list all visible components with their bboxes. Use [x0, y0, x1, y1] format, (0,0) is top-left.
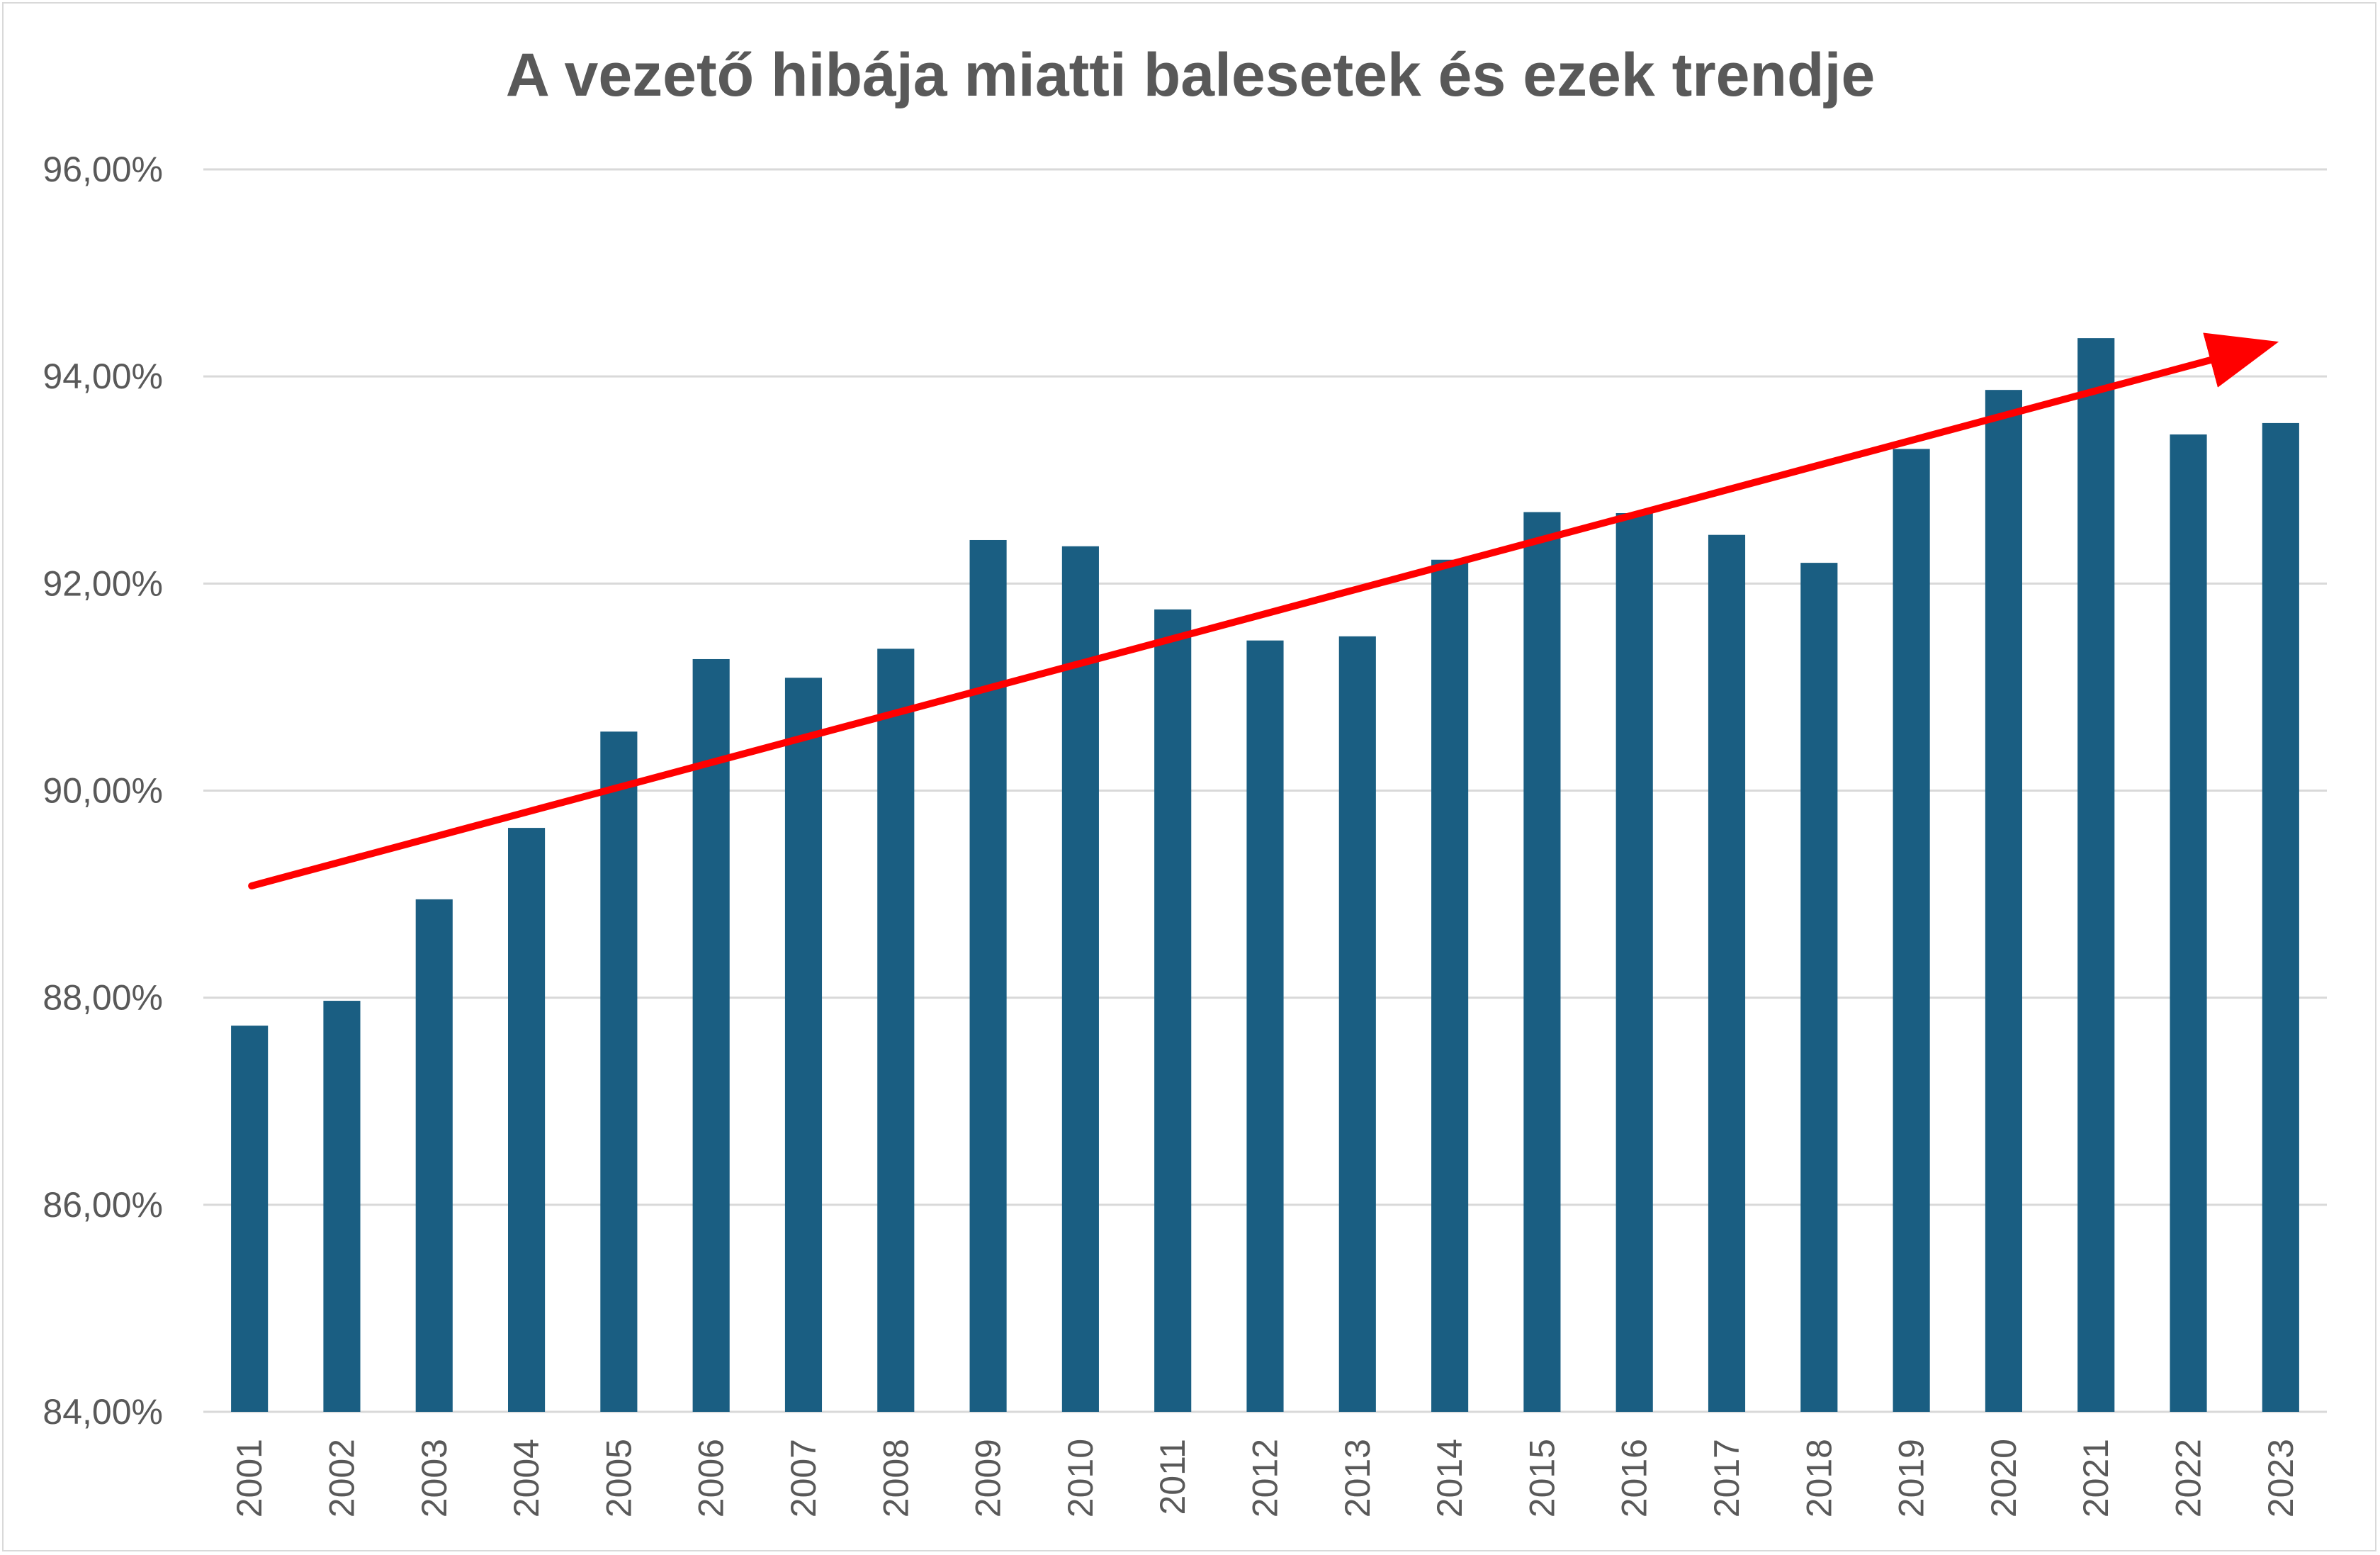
bar-2008: [877, 649, 915, 1412]
bar-2015: [1523, 512, 1561, 1412]
y-tick-label: 92,00%: [43, 563, 163, 603]
bar-2018: [1800, 563, 1838, 1412]
trend-arrow: [248, 332, 2279, 889]
x-tick-label: 2001: [230, 1439, 269, 1517]
bars: [231, 338, 2299, 1413]
x-tick-label: 2013: [1338, 1439, 1377, 1517]
bar-2006: [692, 658, 730, 1413]
y-tick-label: 88,00%: [43, 978, 163, 1018]
bar-2022: [2170, 434, 2207, 1412]
x-tick-label: 2021: [2076, 1439, 2116, 1517]
x-tick-label: 2005: [599, 1439, 638, 1517]
y-tick-label: 94,00%: [43, 357, 163, 396]
x-tick-label: 2017: [1707, 1439, 1747, 1517]
bar-2019: [1893, 449, 1930, 1412]
bar-2003: [415, 899, 453, 1412]
bar-2001: [231, 1026, 269, 1412]
bar-2007: [784, 678, 823, 1412]
x-tick-label: 2012: [1246, 1439, 1285, 1517]
x-tick-label: 2023: [2261, 1439, 2301, 1517]
y-axis-tick-labels: 84,00% 86,00% 88,00% 90,00% 92,00% 94,00% 96,0…: [43, 150, 163, 1432]
x-tick-label: 2019: [1892, 1439, 1931, 1517]
y-tick-label: 96,00%: [43, 150, 163, 189]
bar-2017: [1708, 534, 1746, 1412]
chart-title: A vezető hibája miatti balesetek és ezek…: [506, 41, 1876, 109]
x-tick-label: 2003: [414, 1439, 454, 1517]
x-tick-label: 2007: [784, 1439, 823, 1517]
y-tick-label: 84,00%: [43, 1392, 163, 1432]
x-tick-label: 2015: [1522, 1439, 1562, 1517]
bar-2013: [1338, 636, 1376, 1412]
x-tick-label: 2002: [322, 1439, 361, 1517]
x-tick-label: 2016: [1615, 1439, 1654, 1517]
x-tick-label: 2006: [692, 1439, 731, 1517]
bar-2005: [600, 731, 638, 1412]
bar-2014: [1431, 559, 1469, 1413]
y-tick-label: 86,00%: [43, 1185, 163, 1225]
x-tick-label: 2020: [1984, 1439, 2024, 1517]
x-tick-label: 2009: [969, 1439, 1008, 1517]
bar-2021: [2077, 338, 2115, 1412]
x-tick-label: 2011: [1153, 1439, 1192, 1515]
bar-2002: [323, 1001, 361, 1412]
bar-2023: [2262, 422, 2299, 1412]
x-tick-label: 2004: [507, 1439, 546, 1517]
y-tick-label: 90,00%: [43, 771, 163, 811]
x-tick-label: 2010: [1061, 1439, 1100, 1517]
bar-2009: [969, 539, 1007, 1413]
x-axis-tick-labels: 2001 2002 2003 2004 2005 2006 2007 2008 2009 2010…: [230, 1439, 2301, 1517]
bar-2011: [1154, 609, 1192, 1412]
bar-2012: [1246, 640, 1284, 1412]
bar-2004: [508, 828, 546, 1412]
x-tick-label: 2008: [876, 1439, 915, 1517]
bar-2020: [1985, 390, 2022, 1412]
bar-2010: [1061, 546, 1099, 1412]
x-tick-label: 2018: [1799, 1439, 1839, 1517]
bar-2016: [1615, 512, 1653, 1413]
x-tick-label: 2014: [1430, 1439, 1470, 1517]
bar-chart: A vezető hibája miatti balesetek és ezek…: [43, 41, 2327, 1517]
x-tick-label: 2022: [2169, 1439, 2209, 1517]
trend-arrow-layer: [248, 332, 2279, 889]
